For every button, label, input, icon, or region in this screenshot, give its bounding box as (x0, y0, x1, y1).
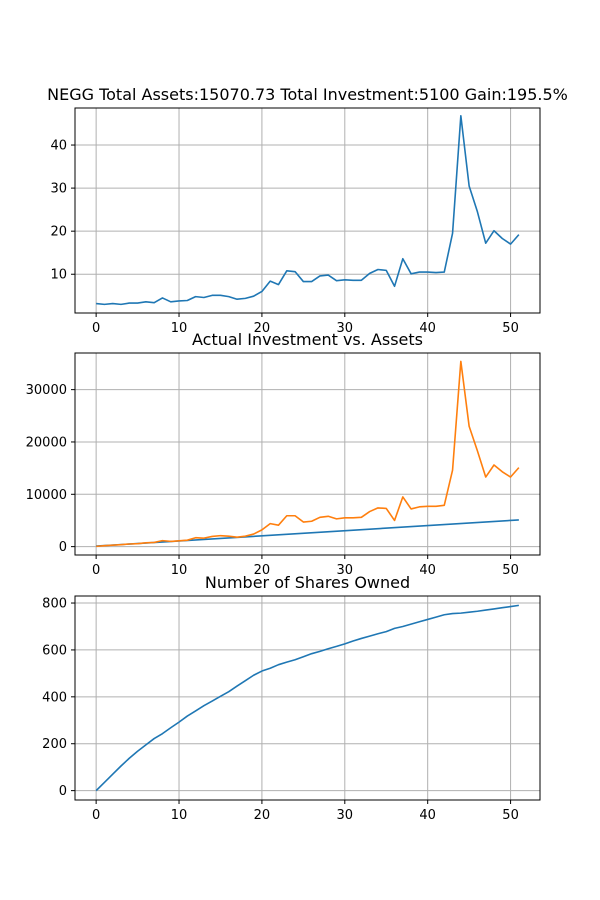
y-tick-label: 10000 (26, 488, 67, 503)
x-tick-label: 20 (254, 808, 271, 823)
x-tick-label: 50 (502, 808, 519, 823)
y-tick-label: 30 (50, 182, 67, 197)
chart-title: Actual Investment vs. Assets (192, 330, 423, 349)
x-tick-label: 10 (171, 563, 188, 578)
y-tick-label: 200 (42, 737, 67, 752)
series-line-2 (96, 360, 520, 548)
y-tick-label: 10 (50, 268, 67, 283)
y-tick-label: 600 (42, 643, 67, 658)
subplot-3: 0 10 20 30 40 50 0 200 400 600 800 Number of Shares… (42, 573, 541, 823)
y-tick-label: 40 (50, 139, 67, 154)
x-tick-label: 20 (254, 321, 271, 336)
x-tick-label: 0 (92, 563, 100, 578)
y-tick-label: 0 (59, 540, 67, 555)
x-tick-label: 40 (419, 321, 436, 336)
x-tick-label: 30 (337, 563, 354, 578)
chart-title: Number of Shares Owned (205, 573, 410, 592)
y-tick-label: 0 (59, 784, 67, 799)
x-tick-label: 30 (337, 321, 354, 336)
x-tick-label: 40 (419, 808, 436, 823)
y-tick-label: 400 (42, 690, 67, 705)
x-tick-label: 10 (171, 321, 188, 336)
axes-frame (74, 352, 541, 556)
y-tick-label: 20000 (26, 435, 67, 450)
x-tick-label: 40 (419, 563, 436, 578)
y-tick-label: 30000 (26, 383, 67, 398)
x-tick-label: 30 (337, 808, 354, 823)
y-tick-label: 800 (42, 597, 67, 612)
axes-frame (74, 595, 541, 801)
x-tick-label: 50 (502, 321, 519, 336)
subplot-2: 0 10 20 30 40 50 0 10000 20000 30000 Actual Invest… (26, 330, 541, 578)
x-tick-label: 10 (171, 808, 188, 823)
series-line-1 (95, 604, 519, 792)
x-tick-label: 0 (92, 321, 100, 336)
x-tick-label: 50 (502, 563, 519, 578)
subplot-1: 0 10 20 30 40 50 10 20 30 40 NEGG Total Assets:150… (47, 85, 568, 336)
y-tick-label: 20 (50, 225, 67, 240)
chart-title: NEGG Total Assets:15070.73 Total Investm… (47, 85, 568, 104)
x-tick-label: 0 (92, 808, 100, 823)
axes-frame (74, 107, 541, 314)
series-line-1 (96, 114, 520, 306)
x-tick-label: 20 (254, 563, 271, 578)
